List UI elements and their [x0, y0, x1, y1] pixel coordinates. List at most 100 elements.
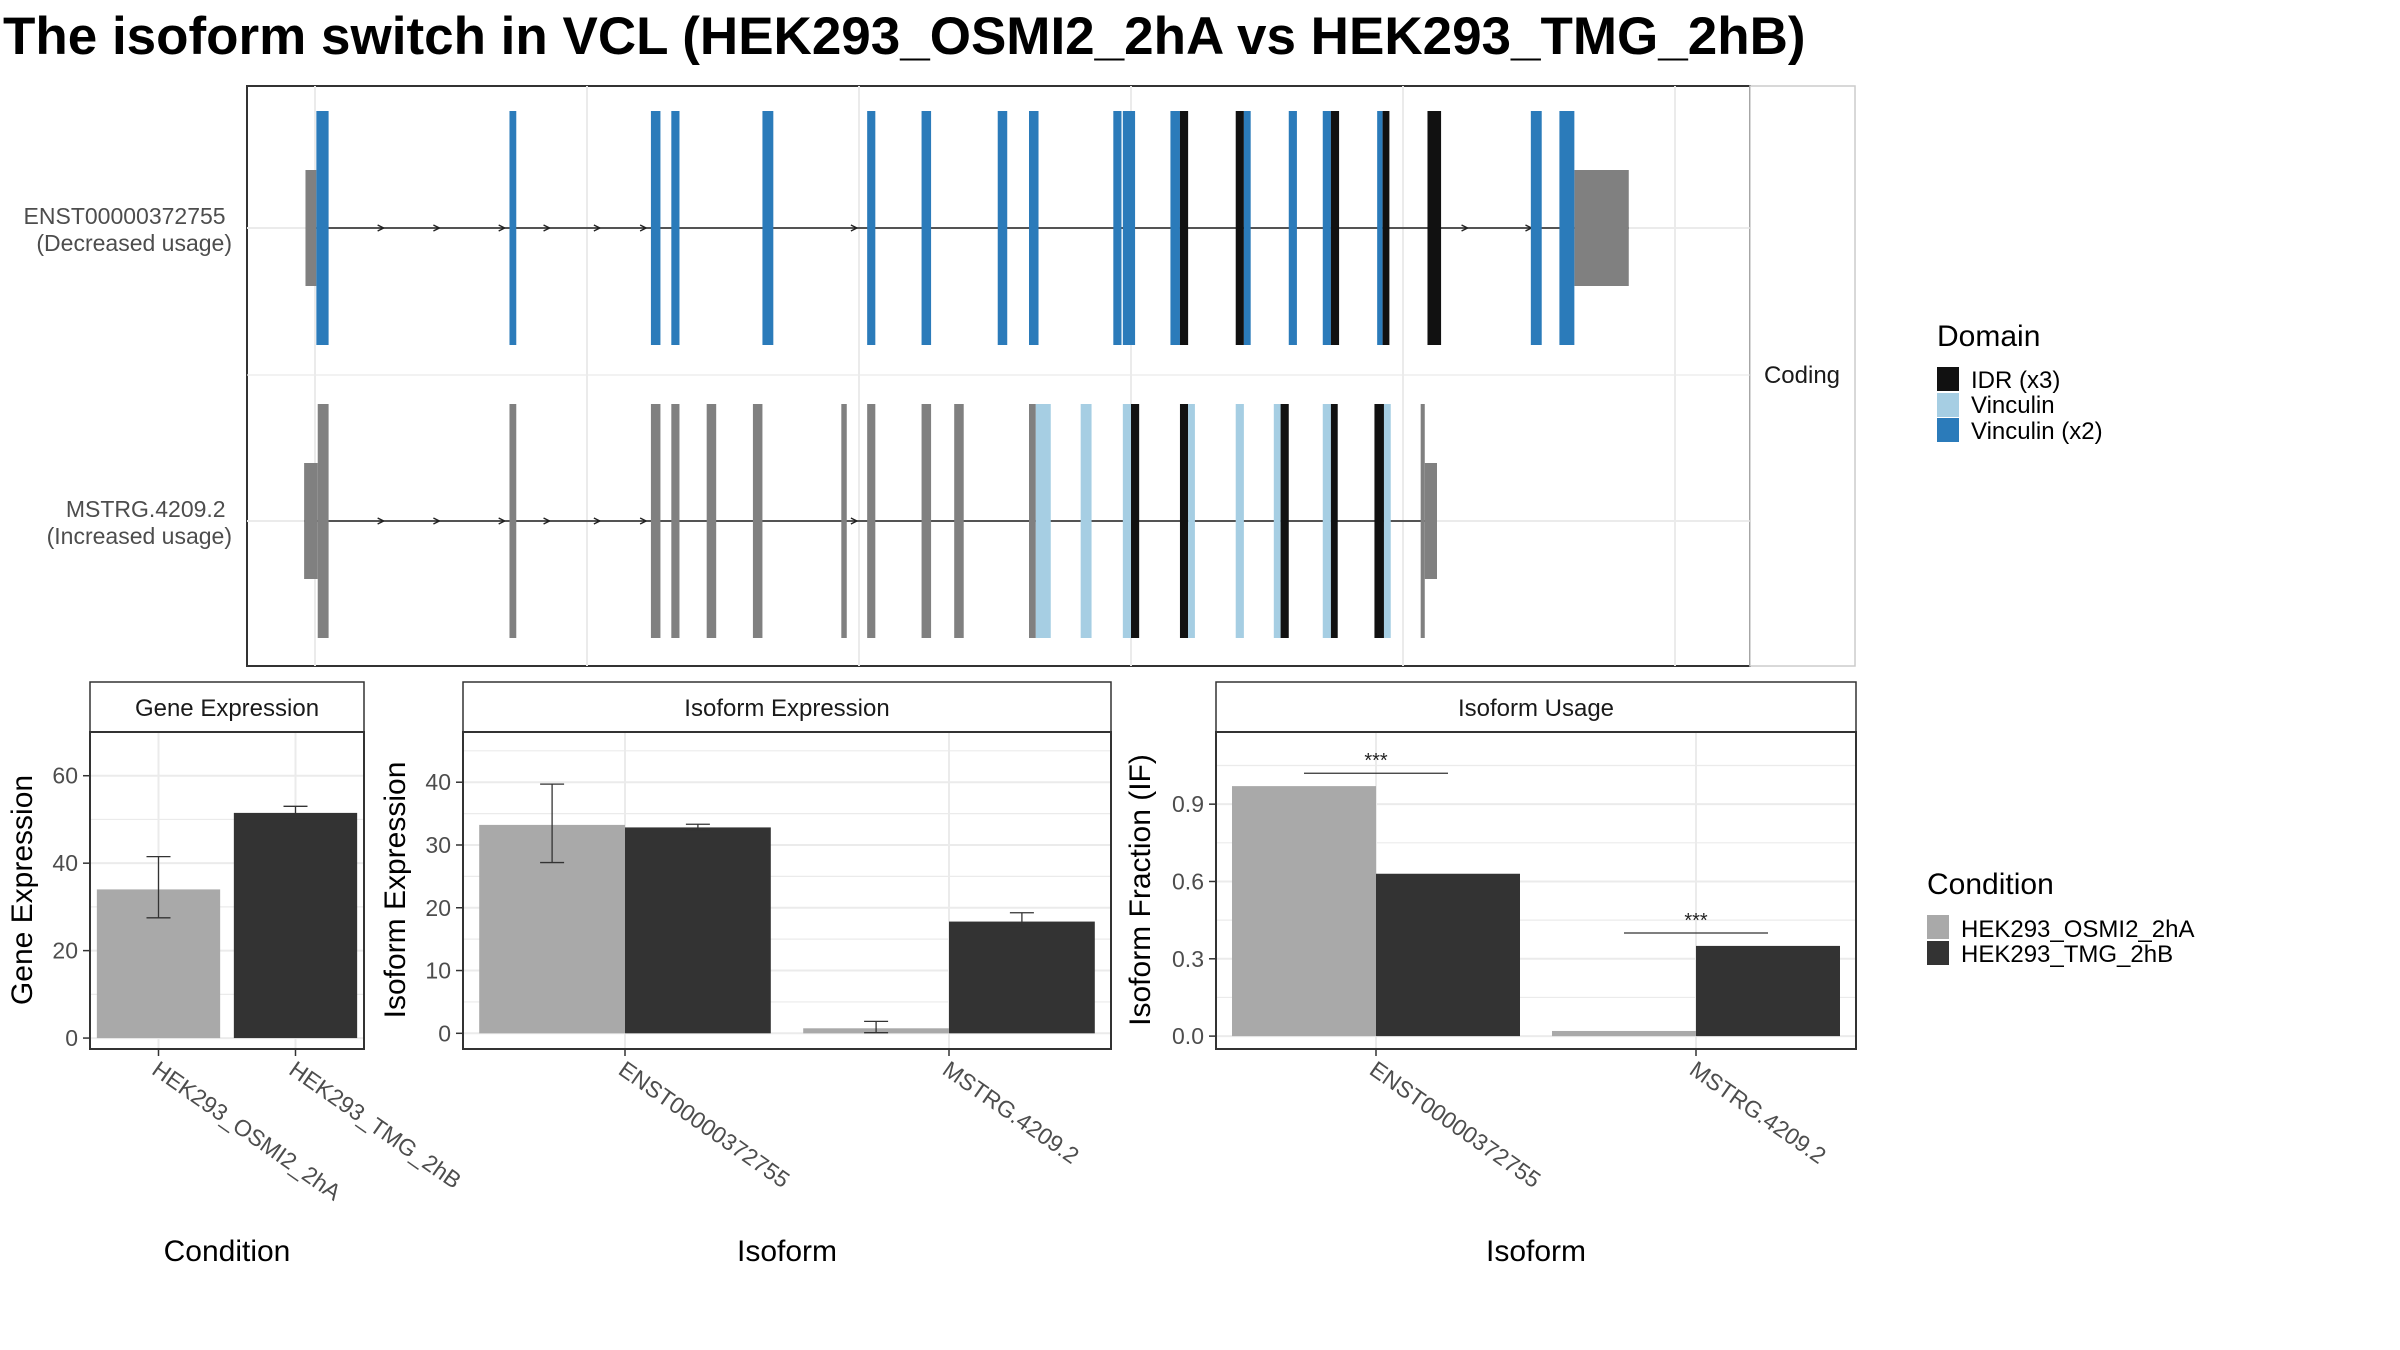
y-tick-label: 0 [438, 1020, 451, 1046]
exon-vinculin-x2 [867, 111, 876, 345]
exon-vinculin [1080, 404, 1092, 638]
track-label-enst-usage: (Decreased usage) [36, 230, 232, 256]
exon-vinculin [1273, 404, 1281, 638]
exon-vinculin-x2 [671, 111, 680, 345]
y-tick-label: 0.3 [1172, 946, 1204, 972]
isoform-expression-strip-label: Isoform Expression [684, 695, 889, 722]
condition-legend-title: Condition [1927, 868, 2054, 901]
gene-expression-bars [96, 812, 358, 1039]
exon-idr [1374, 404, 1384, 638]
exon-idr [1330, 404, 1338, 638]
exon-vinculin-x2 [316, 111, 329, 345]
isoform-expression-y-title: Isoform Expression [379, 762, 412, 1019]
direction-arrow [498, 224, 507, 232]
y-tick-label: 10 [425, 958, 451, 984]
condition-legend: Condition HEK293_OSMI2_2hA HEK293_TMG_2h… [1927, 868, 2194, 968]
gene-expression-x-title: Condition [164, 1235, 291, 1268]
page-title: The isoform switch in VCL (HEK293_OSMI2_… [3, 7, 1806, 66]
isoform-usage-significance: *** *** [1304, 750, 1768, 934]
isoform-expression-y-ticks: 0 10 20 30 40 [425, 769, 463, 1046]
exon-vinculin-x2 [509, 111, 517, 345]
isoform-usage-x-ticks: ENST00000372755 MSTRG.4209.2 [1365, 1049, 1831, 1193]
track-label-enst-id: ENST00000372755 [24, 203, 226, 229]
gene-expression-panel: Gene Expression 0 20 40 60 HEK293_OSMI2_2hA… [6, 681, 466, 1268]
y-tick-label: 0.6 [1172, 868, 1204, 894]
exon-vinculin-x2 [1122, 111, 1136, 345]
track-label-mstrg: MSTRG.4209.2 (Increased usage) [47, 496, 232, 549]
exon-vinculin-x2 [1029, 111, 1039, 345]
bar-mstrg-4209-2-hek293-tmg-2hb [949, 921, 1095, 1034]
bar-enst00000372755-hek293-tmg-2hb [1376, 873, 1520, 1037]
direction-arrow [498, 517, 507, 525]
track-label-mstrg-usage: (Increased usage) [47, 523, 232, 549]
legend-swatch-condition-b [1927, 941, 1949, 965]
direction-arrow [543, 517, 552, 525]
y-tick-label: 60 [52, 763, 78, 789]
exon-vinculin-x2 [1113, 111, 1122, 345]
isoform-usage-y-title: Isoform Fraction (IF) [1124, 754, 1157, 1026]
direction-arrow [850, 517, 859, 525]
bar-mstrg-4209-2-hek293-tmg-2hb [1696, 945, 1840, 1037]
exon-none [954, 404, 964, 638]
exon-idr [1330, 111, 1340, 345]
legend-swatch-condition-a [1927, 915, 1949, 939]
isoform-usage-bars [1232, 786, 1840, 1037]
y-tick-label: 20 [52, 938, 78, 964]
direction-arrow [639, 224, 648, 232]
exon-vinculin-x2 [1377, 111, 1383, 345]
legend-swatch-vinculin-x2 [1937, 418, 1959, 442]
exon-idr [1427, 111, 1442, 345]
exon-none [867, 404, 876, 638]
direction-arrow [1461, 224, 1470, 232]
legend-label-condition-b: HEK293_TMG_2hB [1961, 941, 2173, 968]
exon-none [752, 404, 763, 638]
x-tick-label: MSTRG.4209.2 [1685, 1056, 1831, 1169]
exon-vinculin-x2 [1530, 111, 1542, 345]
direction-arrow [543, 224, 552, 232]
exon-vinculin-x2 [1170, 111, 1180, 345]
y-tick-label: 40 [425, 769, 451, 795]
gene-expression-y-ticks: 0 20 40 60 [52, 763, 90, 1051]
exon-vinculin-x2 [1559, 111, 1568, 345]
y-tick-label: 30 [425, 832, 451, 858]
exon-none [706, 404, 717, 638]
utr-block [304, 463, 318, 579]
utr-block [1424, 463, 1437, 579]
isoform-expression-strip [462, 681, 1112, 733]
exon-vinculin [1122, 404, 1131, 638]
isoform-expression-frame [462, 731, 1112, 1050]
gene-expression-y-title: Gene Expression [6, 775, 39, 1005]
exon-vinculin [1188, 404, 1195, 638]
isoform-usage-strip-label: Isoform Usage [1458, 695, 1614, 722]
direction-arrow [377, 224, 386, 232]
exon-none [1029, 404, 1036, 638]
gene-expression-error-bars [146, 805, 308, 919]
exon-none [650, 404, 661, 638]
exon-vinculin-x2 [650, 111, 661, 345]
exon-idr [1179, 111, 1189, 345]
gene-expression-strip [89, 681, 365, 733]
exon-vinculin [1322, 404, 1331, 638]
isoform-expression-x-title: Isoform [737, 1235, 837, 1268]
isoform-expression-bars [479, 824, 1095, 1034]
exon-none [921, 404, 932, 638]
gene-expression-strip-label: Gene Expression [135, 695, 319, 722]
bar-enst00000372755-hek293-osmi2-2ha [1232, 786, 1376, 1037]
y-tick-label: 0.0 [1172, 1023, 1204, 1049]
bar-mstrg-4209-2-hek293-osmi2-2ha [1552, 1030, 1696, 1037]
exon-vinculin-x2 [1243, 111, 1251, 345]
significance-label: *** [1364, 750, 1388, 772]
bar-enst00000372755-hek293-tmg-2hb [625, 827, 771, 1034]
domain-legend: Domain IDR (x3) Vinculin Vinculin (x2) [1937, 320, 2103, 445]
exon-vinculin-x2 [1322, 111, 1331, 345]
x-tick-label: ENST00000372755 [614, 1056, 794, 1193]
domain-legend-title: Domain [1937, 320, 2040, 353]
x-tick-label: MSTRG.4209.2 [938, 1056, 1084, 1169]
isoform-usage-frame [1215, 731, 1857, 1050]
structure-panel: Coding ENST00000372755 (Decreased usage)… [24, 85, 1856, 667]
exon-none [1420, 404, 1425, 638]
direction-arrow [377, 517, 386, 525]
legend-label-condition-a: HEK293_OSMI2_2hA [1961, 916, 2194, 943]
exon-vinculin [1383, 404, 1391, 638]
